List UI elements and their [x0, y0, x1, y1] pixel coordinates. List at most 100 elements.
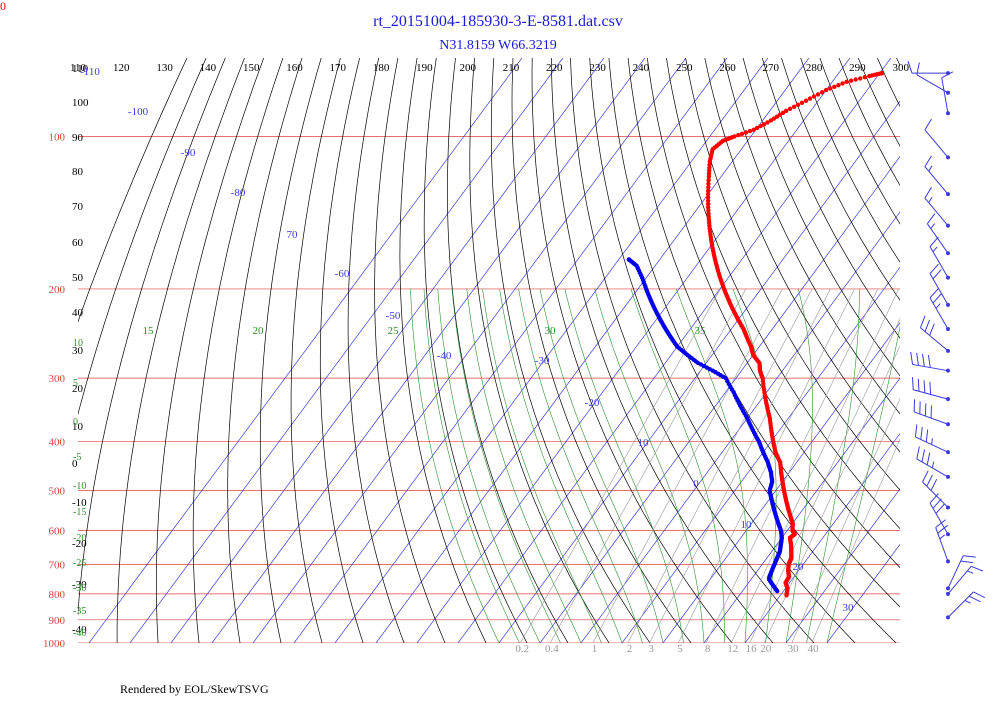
- wind-barb-flag: [930, 264, 938, 273]
- moist-adiabat-line: [500, 289, 622, 643]
- theta-label: 290: [849, 62, 866, 74]
- moist-adiabat-label: 35: [695, 325, 707, 337]
- isotherm-label: 10: [638, 437, 650, 449]
- theta-label: 170: [330, 62, 347, 74]
- wind-barb-staff: [930, 274, 948, 305]
- dry-adiabat-label: 60: [72, 237, 84, 249]
- wind-barb-staff: [920, 328, 948, 351]
- theta-label: 120: [113, 62, 130, 74]
- dry-adiabat-line: [375, 58, 446, 643]
- wind-barb-flag: [915, 424, 916, 437]
- temperature-point: [796, 103, 800, 107]
- wind-barb-staff: [930, 298, 948, 329]
- wind-barb-flag: [924, 380, 925, 393]
- wind-barb-flag: [925, 156, 932, 167]
- wind-barb-flag: [930, 237, 938, 246]
- temperature-point: [816, 92, 820, 96]
- wind-barb: [920, 316, 950, 353]
- isotherm-label: -90: [181, 147, 196, 159]
- wind-barb-staff: [925, 198, 948, 226]
- dry-adiabat-label: 50: [72, 272, 84, 284]
- temperature-point: [808, 96, 812, 100]
- moist-adiabat-label: 20: [253, 325, 265, 337]
- wind-barb-flag: [917, 353, 919, 366]
- dry-adiabat-line: [470, 58, 609, 643]
- wind-barb-staff: [936, 528, 948, 562]
- wind-barb-flag: [925, 320, 930, 332]
- isotherm-label: 70: [287, 229, 299, 241]
- moist-adiabat-line: [827, 289, 907, 643]
- wind-barb-flag: [912, 377, 913, 390]
- wind-barb-half-flag: [936, 304, 940, 309]
- wind-barb-staff: [917, 459, 948, 477]
- temperature-point: [744, 130, 748, 134]
- wind-barb-flag: [930, 494, 938, 503]
- mixing-ratio-label: 2: [627, 643, 633, 655]
- isotherm-line: [417, 58, 850, 643]
- mixing-ratio-label: 8: [705, 643, 711, 655]
- wind-barb-flag: [917, 447, 920, 459]
- wind-barb-flag: [923, 471, 929, 482]
- wind-barb-flag: [933, 269, 941, 278]
- temperature-point: [788, 107, 792, 111]
- theta-label: 240: [633, 62, 650, 74]
- dry-adiabat-line: [76, 58, 225, 643]
- temperature-point: [828, 86, 832, 90]
- wind-barb-flag: [928, 355, 930, 368]
- temperature-point: [849, 79, 853, 83]
- isobar-label: 400: [49, 436, 66, 448]
- footer-credit: Rendered by EOL/SkewTSVG: [120, 682, 269, 696]
- wind-barb-half-flag: [940, 535, 945, 539]
- dry-adiabat-line: [448, 58, 569, 643]
- isotherm-line: [745, 58, 1000, 643]
- isobar-label: 1000: [43, 638, 66, 650]
- isotherm-label: -60: [335, 268, 350, 280]
- isotherm-label: -100: [128, 106, 149, 118]
- isotherm-label: 10: [741, 519, 753, 531]
- wind-barb: [930, 237, 950, 280]
- dewpoint-point: [627, 257, 631, 261]
- moist-adiabat-line: [631, 289, 725, 643]
- chart-subtitle: N31.8159 W66.3219: [439, 38, 557, 53]
- moist-left-label: -25: [73, 558, 86, 569]
- wind-barb: [912, 377, 950, 401]
- isotherm-label: 20: [793, 561, 805, 573]
- isobar-label: 700: [49, 560, 66, 572]
- isotherm-label: -30: [535, 355, 550, 367]
- wind-barb-flag: [930, 288, 938, 297]
- wind-barb: [925, 156, 950, 196]
- moist-adiabat-line: [540, 289, 663, 643]
- wind-barb-flag: [927, 453, 930, 465]
- theta-label: 280: [806, 62, 823, 74]
- temperature-point: [784, 109, 788, 113]
- wind-barb-staff: [948, 592, 973, 617]
- isotherm-label: -40: [437, 350, 452, 362]
- isobar-label: 100: [49, 131, 66, 143]
- mixing-ratio-label: 5: [677, 643, 683, 655]
- wind-barb-staff: [930, 246, 948, 277]
- wind-barb-flag: [933, 294, 941, 303]
- wind-barb-flag: [933, 499, 941, 508]
- moist-left-label: -40: [73, 628, 86, 639]
- isotherm-label: 0: [693, 478, 699, 490]
- wind-barb-half-flag: [932, 438, 933, 444]
- theta-label: 150: [243, 62, 260, 74]
- isotherm-line: [786, 58, 1000, 643]
- isotherm-line: [622, 58, 1000, 643]
- moist-adiabat-label: 25: [388, 325, 400, 337]
- wind-barb-flag: [930, 382, 931, 395]
- isotherm-line: [253, 58, 686, 643]
- theta-label: 200: [459, 62, 476, 74]
- mixing-ratio-line: [678, 289, 854, 643]
- theta-label: 270: [763, 62, 780, 74]
- theta-label: 300: [892, 62, 909, 74]
- isobar-label: 900: [49, 615, 66, 627]
- moist-left-label: -15: [73, 507, 86, 518]
- isotherm-label: -50: [386, 310, 401, 322]
- wind-barb: [908, 61, 950, 75]
- theta-label: 190: [416, 62, 433, 74]
- moist-left-label: 10: [73, 338, 83, 349]
- corner-label: 0: [0, 0, 6, 13]
- wind-barb-half-flag: [929, 197, 932, 202]
